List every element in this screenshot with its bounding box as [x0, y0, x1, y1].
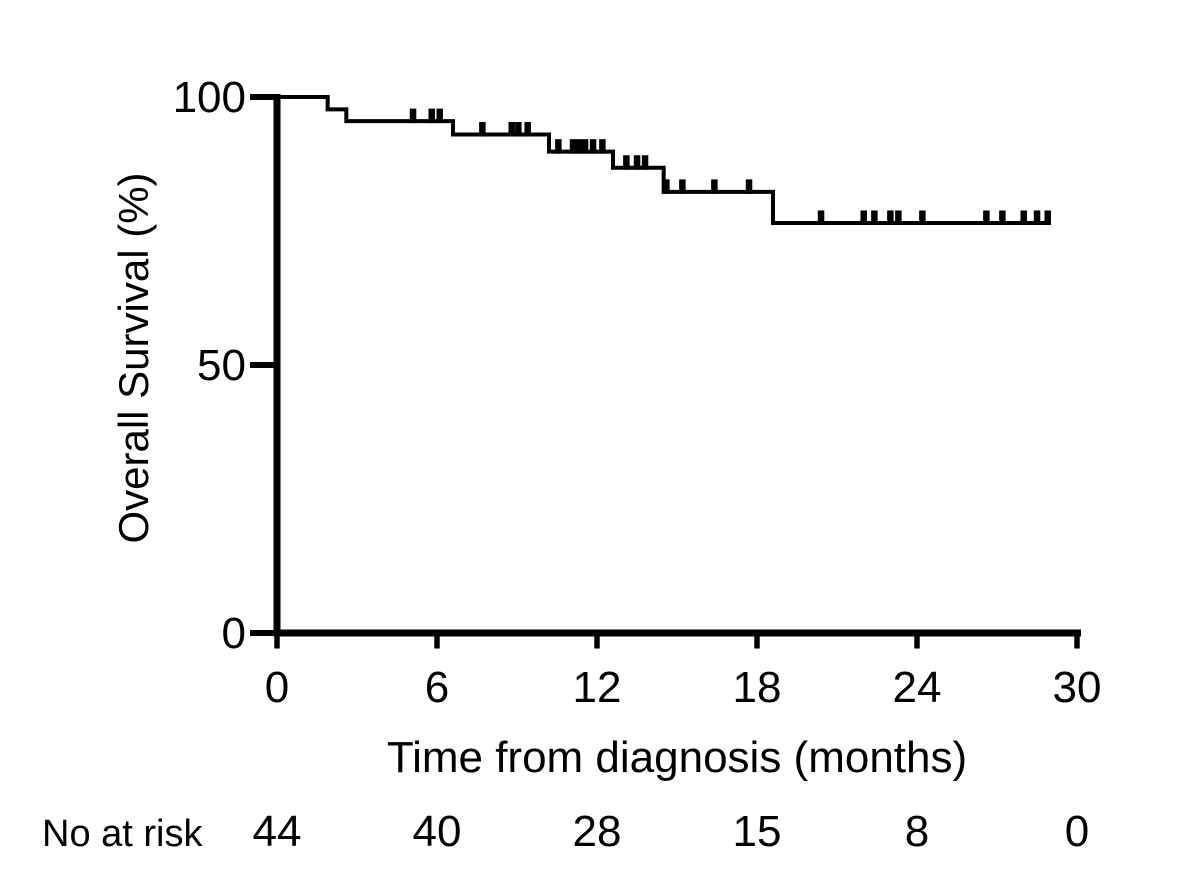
censor-tick: [633, 155, 641, 170]
censor-tick: [983, 210, 990, 225]
censor-tick: [641, 155, 649, 170]
censor-tick: [508, 122, 515, 137]
censor-tick: [860, 210, 867, 225]
censor-tick: [524, 122, 531, 137]
risk-count: 0: [1065, 807, 1089, 856]
censor-tick: [581, 139, 589, 154]
censor-tick: [1020, 210, 1027, 225]
censor-tick: [1044, 210, 1051, 225]
survival-curve: [277, 95, 1051, 225]
x-tick-label: 0: [265, 663, 289, 712]
x-tick-label: 12: [573, 663, 622, 712]
censor-tick: [887, 210, 894, 225]
censor-tick: [575, 139, 583, 154]
censor-tick: [409, 108, 417, 124]
y-tick-label: 100: [173, 73, 246, 122]
censor-tick: [663, 179, 670, 194]
y-tick-label: 0: [222, 609, 246, 658]
censor-tick: [555, 139, 562, 154]
censor-tick: [919, 210, 926, 225]
censor-tick: [679, 179, 686, 194]
x-tick-label: 24: [893, 663, 942, 712]
censor-tick: [817, 210, 825, 225]
y-tick-label: 50: [197, 341, 246, 390]
censor-tick: [428, 108, 435, 124]
censor-tick: [745, 179, 753, 194]
risk-count: 40: [413, 807, 462, 856]
censor-tick: [589, 139, 597, 154]
censor-tick: [599, 139, 606, 154]
x-tick-label: 18: [733, 663, 782, 712]
x-tick-label: 6: [425, 663, 449, 712]
risk-count: 28: [573, 807, 622, 856]
censor-tick: [895, 210, 902, 225]
risk-table-label: No at risk: [42, 813, 203, 855]
censor-tick: [999, 210, 1006, 225]
censor-tick: [711, 179, 718, 194]
censor-tick: [569, 139, 577, 154]
censor-tick: [871, 210, 878, 225]
censor-tick: [1033, 210, 1041, 225]
x-tick-label: 30: [1053, 663, 1102, 712]
risk-count: 44: [253, 807, 302, 856]
censor-tick: [479, 122, 486, 137]
censor-tick: [515, 122, 522, 137]
x-axis-title: Time from diagnosis (months): [387, 733, 967, 782]
y-axis-title: Overall Survival (%): [110, 172, 157, 543]
risk-count: 15: [733, 807, 782, 856]
censor-tick: [623, 155, 630, 170]
censor-tick: [436, 108, 443, 124]
risk-count: 8: [905, 807, 929, 856]
